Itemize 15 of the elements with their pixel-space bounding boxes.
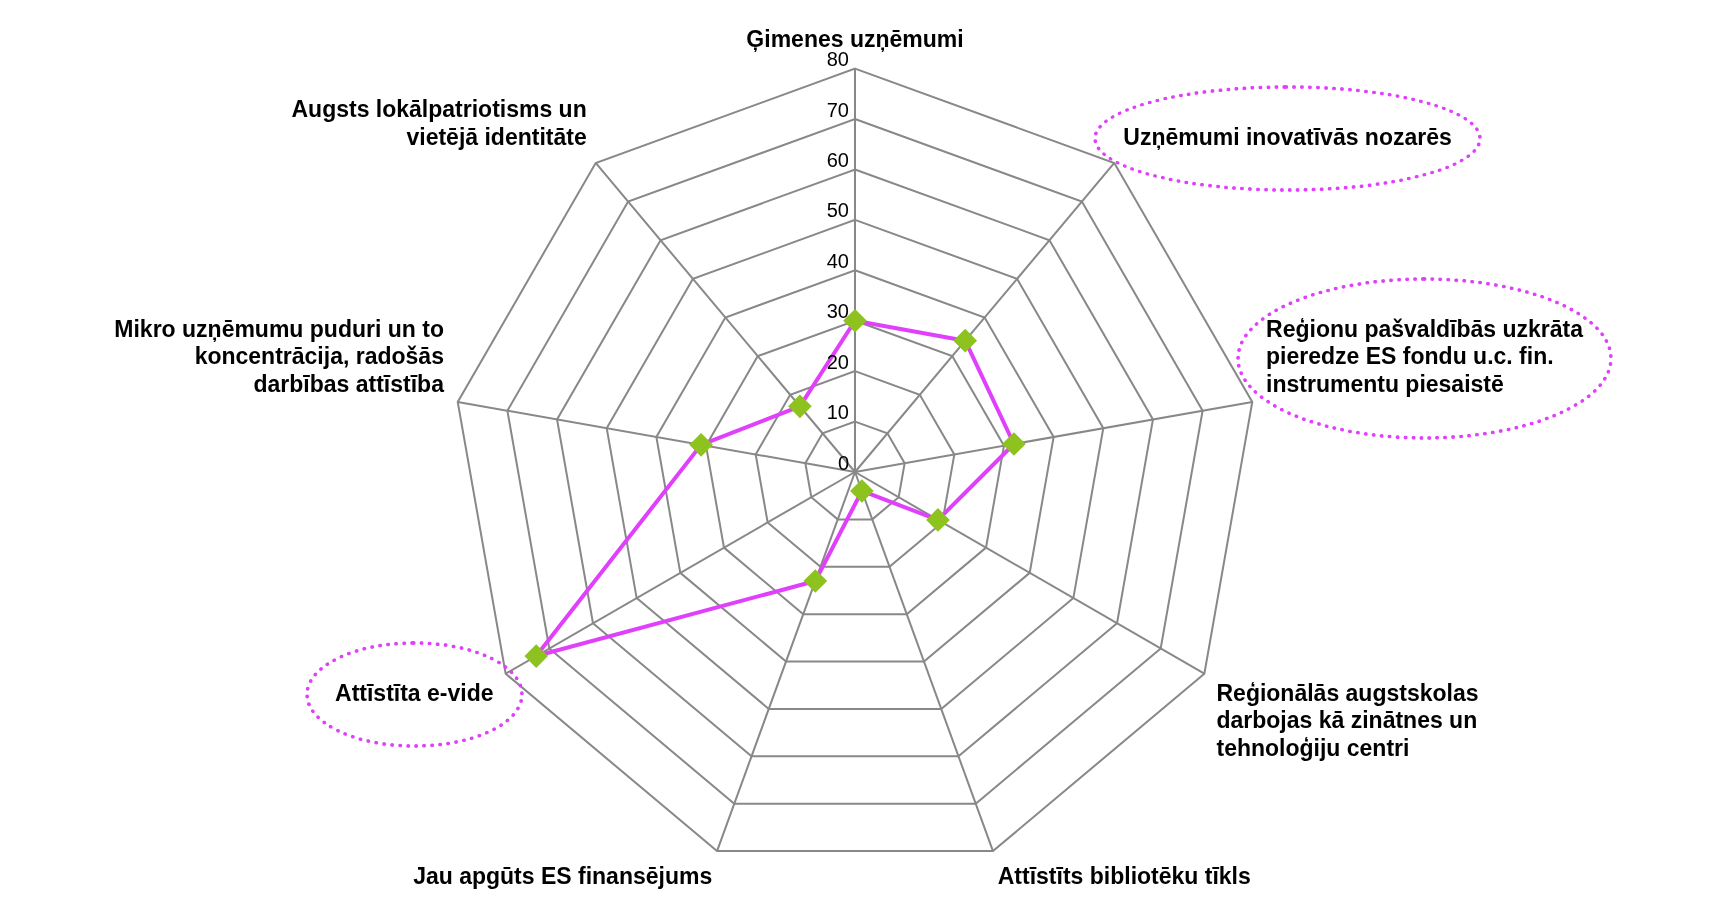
y-tick-label: 60 [826, 148, 849, 171]
y-tick-label: 50 [826, 199, 849, 222]
y-tick-label: 30 [826, 300, 849, 323]
y-tick-label: 10 [826, 401, 849, 424]
spoke-label: Uzņēmumi inovatīvās nozarēs [1123, 123, 1452, 150]
y-tick-label: 0 [837, 451, 849, 474]
spoke-label: Mikro uzņēmumu puduri un to koncentrācija, radošās darbības attīstība [114, 315, 445, 398]
spoke-label: Jau apgūts ES finansējums [413, 863, 713, 890]
y-tick-label: 70 [826, 98, 849, 121]
spoke-label: Attīstīta e-vide [335, 679, 494, 706]
spoke-label: Attīstīts bibliotēku tīkls [997, 863, 1251, 890]
spoke-label: Reģionu pašvaldībās uzkrāta pieredze ES fondu u.c. fin. instrumentu piesaistē [1266, 315, 1584, 398]
spoke-label: Reģionālās augstskolas darbojas kā zinātnes un tehnoloģiju centri [1216, 679, 1479, 762]
spoke-label: Augsts lokālpatriotisms un vietējā identitāte [291, 96, 587, 150]
y-tick-label: 40 [826, 249, 849, 272]
